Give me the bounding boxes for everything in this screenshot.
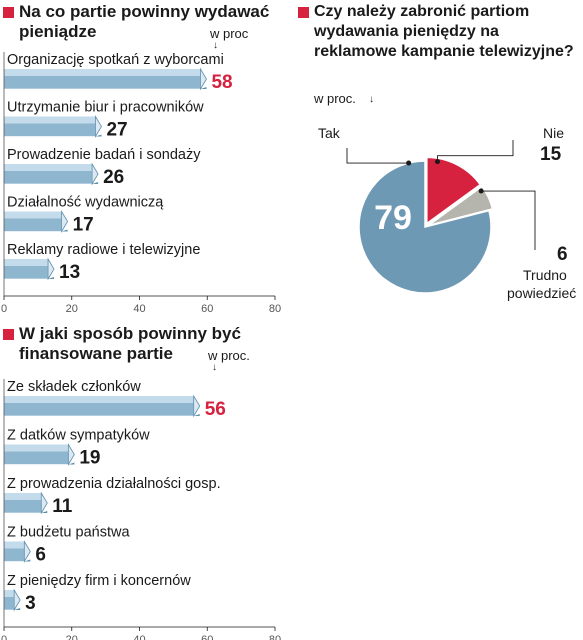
slice-label: powiedzieć [507, 285, 576, 301]
value-label: 19 [79, 448, 100, 469]
pie-slice [426, 156, 482, 225]
x-tick-label: 0 [1, 303, 7, 315]
category-label: Z budżetu państwa [7, 525, 130, 541]
category-label: Ze składek członków [7, 379, 141, 395]
x-tick-label: 60 [201, 303, 213, 315]
bar-tip [67, 443, 75, 466]
x-tick-label: 60 [201, 634, 213, 640]
value-label: 15 [540, 144, 562, 165]
value-label: 17 [73, 215, 94, 236]
category-label: Działalność wydawniczą [7, 195, 164, 211]
leader-line [481, 190, 536, 250]
slice-label: Trudno [523, 267, 567, 283]
bar-shadow [4, 277, 55, 279]
category-label: Reklamy radiowe i telewizyjne [7, 242, 200, 258]
category-label: Z datków sympatyków [7, 428, 150, 444]
chart-spending-unit: w proc [210, 26, 249, 41]
chart-spending-plot: Organizację spotkań z wyborcami 58 Utrzyma… [1, 52, 281, 315]
chart-spending: Na co partie powinny wydawać pieniądze w… [0, 0, 290, 315]
chart-tv-ads-unit: w proc. [314, 91, 356, 106]
x-tick-label: 0 [1, 634, 7, 640]
value-label: 27 [106, 120, 127, 141]
bar-tip [91, 162, 99, 186]
down-arrow-icon: ↓ [213, 40, 218, 51]
bar-highlight [4, 211, 62, 219]
bar-tip [193, 394, 201, 418]
value-label: 6 [557, 244, 568, 265]
category-label: Z pieniędzy firm i koncernów [7, 573, 191, 589]
bar-tip [13, 588, 21, 612]
x-tick-label: 20 [66, 303, 78, 315]
bar-tip [95, 115, 102, 138]
chart-financing-plot: Ze składek członków 56 Z datków sympatyków… [1, 379, 281, 640]
bar-tip [61, 210, 69, 233]
down-arrow-icon: ↓ [212, 362, 217, 373]
x-tick-label: 80 [269, 634, 281, 640]
value-label: 3 [25, 593, 36, 614]
x-tick-label: 80 [269, 303, 281, 315]
chart-financing-title: W jaki sposób powinny być finansowane pa… [19, 324, 241, 363]
leader-line [437, 140, 514, 162]
value-label: 6 [35, 545, 46, 566]
chart-tv-ads-plot: 79 Tak Nie 15 6 Trudno powiedzieć [318, 125, 576, 301]
chart-tv-ads: Czy należy zabronić partiom wydawania pi… [295, 0, 583, 320]
category-label: Z prowadzenia działalności gosp. [7, 476, 221, 492]
pie-slice [428, 185, 494, 227]
x-tick-label: 20 [66, 634, 78, 640]
bar-highlight [4, 116, 96, 124]
slice-label: Tak [318, 125, 341, 141]
bar-highlight [4, 396, 194, 403]
bar-highlight [4, 259, 49, 266]
x-tick-label: 40 [133, 303, 145, 315]
value-label: 11 [52, 496, 73, 517]
value-label: 79 [374, 199, 412, 237]
chart-financing: W jaki sposób powinny być finansowane pa… [0, 322, 290, 640]
slice-label: Nie [543, 125, 564, 141]
bar-highlight [4, 493, 42, 500]
bar-tip [23, 540, 31, 563]
bar-tip [40, 491, 48, 515]
bar-highlight [4, 164, 93, 171]
bar-shadow [4, 559, 31, 562]
leader-line [346, 148, 409, 164]
category-label: Prowadzenie badań i sondaży [7, 147, 201, 163]
x-tick-label: 40 [133, 634, 145, 640]
title-marker [298, 7, 309, 18]
bar-highlight [4, 541, 25, 549]
bar-highlight [4, 444, 69, 452]
down-arrow-icon: ↓ [369, 94, 374, 105]
category-label: Organizację spotkań z wyborcami [7, 52, 224, 68]
chart-tv-ads-title: Czy należy zabronić partiom wydawania pi… [314, 3, 574, 60]
bar-highlight [4, 69, 201, 76]
bar-shadow [4, 608, 21, 610]
bar-shadow [4, 511, 48, 513]
pie-slice [358, 160, 492, 294]
bar-highlight [4, 590, 15, 597]
bar-tip [200, 67, 207, 91]
value-label: 58 [211, 72, 232, 93]
title-marker [3, 329, 14, 340]
bar-tip [47, 257, 55, 281]
value-label: 56 [205, 399, 226, 420]
value-label: 13 [59, 262, 80, 283]
chart-financing-unit: w proc. [208, 348, 250, 363]
value-label: 26 [103, 167, 124, 188]
chart-spending-title: Na co partie powinny wydawać pieniądze [19, 2, 270, 41]
category-label: Utrzymanie biur i pracowników [7, 100, 204, 116]
title-marker [3, 7, 14, 18]
